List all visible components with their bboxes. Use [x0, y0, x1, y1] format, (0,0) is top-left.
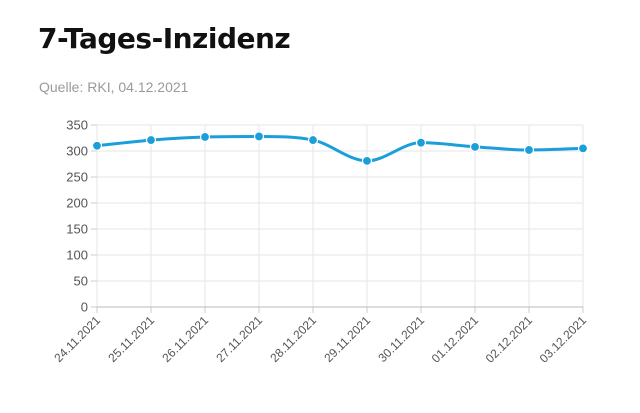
source-note: Quelle: RKI, 04.12.2021: [39, 79, 189, 95]
data-point[interactable]: [577, 143, 589, 154]
data-point[interactable]: [415, 137, 427, 148]
xtick-label: 25.11.2021: [105, 313, 157, 365]
data-point[interactable]: [199, 131, 211, 143]
xtick-label: 28.11.2021: [267, 313, 319, 365]
data-point[interactable]: [307, 134, 319, 146]
ytick-label: 200: [66, 196, 88, 211]
data-point[interactable]: [361, 155, 373, 166]
xtick-label: 26.11.2021: [159, 313, 211, 365]
xtick-label: 30.11.2021: [375, 313, 427, 365]
data-point[interactable]: [145, 134, 157, 146]
data-point[interactable]: [523, 144, 535, 156]
xtick-label: 02.12.2021: [483, 313, 536, 366]
ytick-label: 50: [74, 274, 88, 289]
data-point[interactable]: [253, 131, 265, 142]
ytick-label: 150: [66, 222, 88, 237]
data-point[interactable]: [91, 140, 103, 151]
ytick-label: 350: [66, 118, 88, 133]
data-point[interactable]: [469, 141, 481, 152]
xtick-label: 24.11.2021: [51, 313, 103, 365]
series-line: [96, 134, 584, 163]
xtick-label: 29.11.2021: [321, 313, 373, 365]
ytick-label: 100: [66, 248, 88, 263]
ytick-label: 0: [81, 300, 88, 315]
ytick-label: 300: [66, 144, 88, 159]
xtick-label: 03.12.2021: [537, 313, 590, 366]
xtick-label: 01.12.2021: [429, 313, 482, 366]
xtick-label: 27.11.2021: [213, 313, 265, 365]
page-title: 7-Tages-Inzidenz: [38, 22, 291, 55]
ytick-label: 250: [66, 170, 88, 185]
